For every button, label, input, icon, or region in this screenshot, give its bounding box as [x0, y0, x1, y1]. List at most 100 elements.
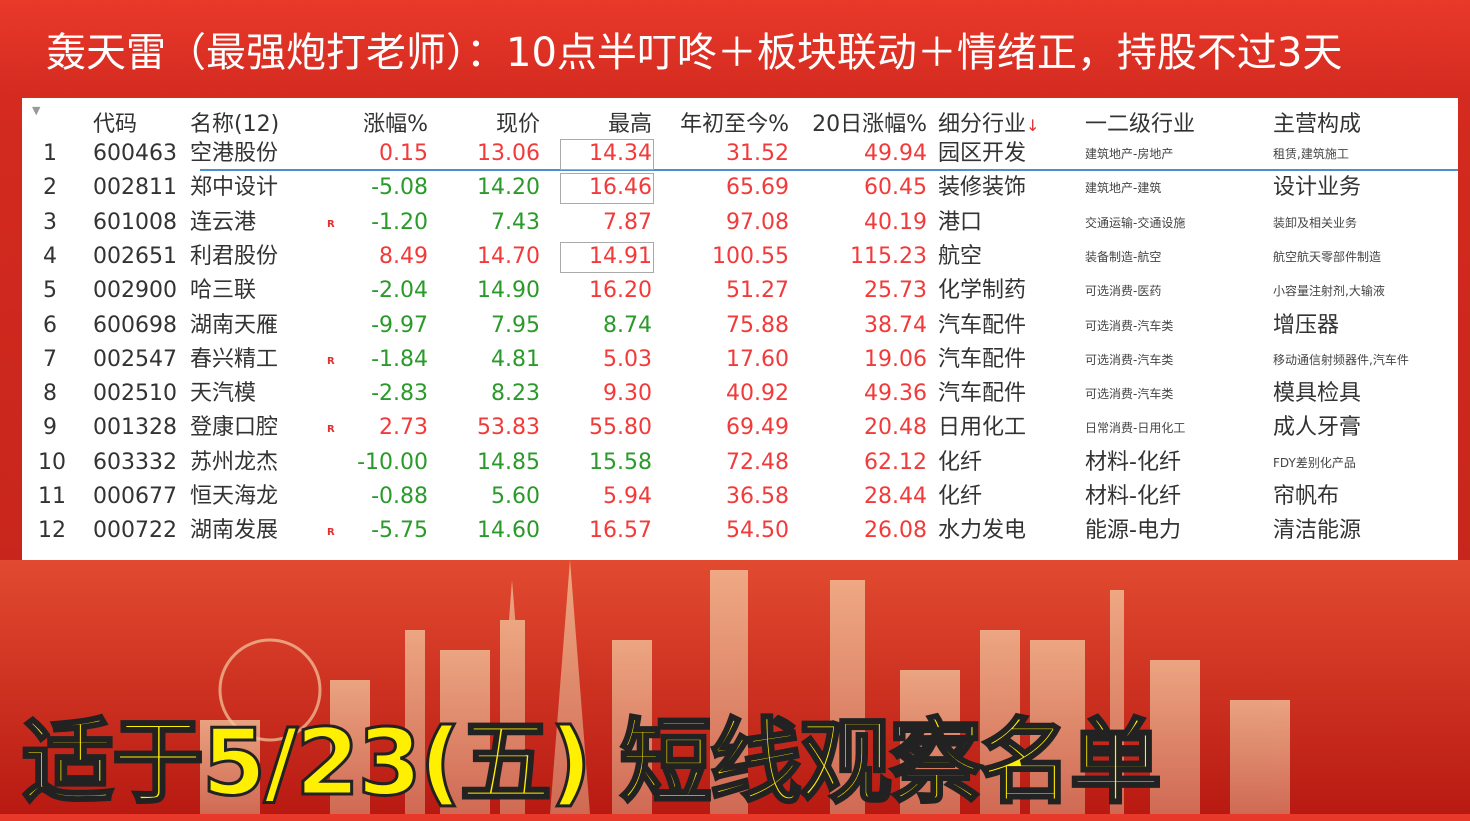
main-business: 装卸及相关业务 — [1273, 215, 1358, 230]
header-level[interactable]: 一二级行业 — [1085, 112, 1196, 137]
stock-code[interactable]: 001328 — [93, 415, 177, 441]
20d-change: 49.36 — [864, 381, 927, 407]
current-price: 8.23 — [491, 381, 540, 407]
row-index: 3 — [43, 209, 57, 235]
industry: 园区开发 — [938, 141, 1027, 166]
industry: 汽车配件 — [938, 381, 1027, 407]
20d-change: 19.06 — [864, 346, 927, 372]
header-business[interactable]: 主营构成 — [1273, 112, 1362, 137]
row-index: 7 — [43, 346, 57, 372]
stock-name[interactable]: 恒天海龙 — [190, 484, 279, 509]
stock-code[interactable]: 600463 — [93, 141, 177, 166]
stock-code[interactable]: 601008 — [93, 209, 177, 235]
industry-level: 装备制造-航空 — [1085, 249, 1162, 264]
header-price[interactable]: 现价 — [495, 112, 540, 137]
stock-code[interactable]: 000722 — [93, 518, 177, 544]
header-name[interactable]: 名称(12) — [190, 112, 280, 137]
stock-name[interactable]: 空港股份 — [190, 141, 279, 166]
change-pct: 2.73 — [379, 415, 428, 441]
high-price: 14.34 — [589, 141, 652, 166]
header-code[interactable]: 代码 — [93, 112, 138, 137]
stock-code[interactable]: 002900 — [93, 278, 177, 304]
current-price: 13.06 — [477, 141, 540, 166]
ytd-change: 54.50 — [726, 518, 789, 544]
stock-name[interactable]: 郑中设计 — [190, 175, 279, 201]
industry-level: 可选消费-医药 — [1085, 284, 1162, 299]
20d-change: 60.45 — [864, 175, 927, 201]
industry-level: 能源-电力 — [1085, 518, 1181, 544]
main-business: 租赁,建筑施工 — [1273, 147, 1349, 161]
20d-change: 49.94 — [864, 141, 927, 166]
stock-name[interactable]: 登康口腔 — [190, 415, 279, 441]
main-business: 成人牙膏 — [1273, 415, 1362, 441]
main-business: 增压器 — [1273, 312, 1340, 338]
stock-code[interactable]: 000677 — [93, 484, 177, 509]
change-pct: -9.97 — [371, 312, 428, 338]
main-business: 清洁能源 — [1273, 518, 1362, 544]
20d-change: 20.48 — [864, 415, 927, 441]
header-pct[interactable]: 涨幅% — [363, 112, 428, 137]
header-industry-label: 细分行业 — [938, 112, 1027, 137]
stock-name[interactable]: 哈三联 — [190, 278, 257, 304]
industry-level: 日常消费-日用化工 — [1085, 421, 1186, 436]
industry: 航空 — [938, 243, 983, 269]
stock-code[interactable]: 603332 — [93, 449, 177, 475]
high-cell-highlight — [560, 139, 654, 170]
row-index: 4 — [43, 243, 57, 269]
header-20d[interactable]: 20日涨幅% — [812, 112, 927, 137]
high-price: 9.30 — [603, 381, 652, 407]
main-business: FDY差别化产品 — [1273, 455, 1356, 470]
ytd-change: 75.88 — [726, 312, 789, 338]
20d-change: 28.44 — [864, 484, 927, 509]
sort-dropdown-icon[interactable]: ▼ — [32, 104, 41, 117]
current-price: 14.20 — [477, 175, 540, 201]
stock-name[interactable]: 苏州龙杰 — [190, 449, 279, 475]
stock-name[interactable]: 天汽模 — [190, 381, 257, 407]
stock-code[interactable]: 002651 — [93, 243, 177, 269]
row-index: 12 — [38, 518, 66, 544]
row-selection-line — [200, 169, 1458, 171]
stock-code[interactable]: 600698 — [93, 312, 177, 338]
change-pct: -5.08 — [371, 175, 428, 201]
industry: 化学制药 — [938, 278, 1027, 304]
stock-table: ▼ 代码 名称(12) 涨幅% 现价 最高 年初至今% 20日涨幅% 细分行业↓… — [22, 98, 1458, 560]
high-cell-highlight — [560, 241, 654, 273]
ytd-change: 17.60 — [726, 346, 789, 372]
row-index: 6 — [43, 312, 57, 338]
high-price: 16.20 — [589, 278, 652, 304]
high-price: 15.58 — [589, 449, 652, 475]
industry-level: 可选消费-汽车类 — [1085, 387, 1174, 402]
20d-change: 62.12 — [864, 449, 927, 475]
ytd-change: 31.52 — [726, 141, 789, 166]
current-price: 7.95 — [491, 312, 540, 338]
change-pct: 8.49 — [379, 243, 428, 269]
row-index: 1 — [43, 141, 57, 166]
banner-title: 适于5/23(五) 短线观察名单 — [21, 708, 1164, 818]
20d-change: 38.74 — [864, 312, 927, 338]
20d-change: 25.73 — [864, 278, 927, 304]
stock-code[interactable]: 002547 — [93, 346, 177, 372]
stock-name[interactable]: 湖南发展 — [190, 518, 279, 544]
city-skyline-background — [0, 560, 1470, 814]
industry-level: 可选消费-汽车类 — [1085, 318, 1174, 333]
main-business: 模具检具 — [1273, 381, 1362, 407]
stock-name[interactable]: 连云港 — [190, 209, 257, 235]
high-price: 14.91 — [589, 243, 652, 269]
header-industry[interactable]: 细分行业↓ — [938, 106, 1040, 137]
ytd-change: 40.92 — [726, 381, 789, 407]
header-ytd[interactable]: 年初至今% — [680, 112, 789, 137]
industry: 日用化工 — [938, 415, 1027, 441]
current-price: 14.90 — [477, 278, 540, 304]
sort-desc-icon: ↓ — [1026, 116, 1040, 135]
ytd-change: 97.08 — [726, 209, 789, 235]
stock-code[interactable]: 002811 — [93, 175, 177, 201]
high-price: 7.87 — [603, 209, 652, 235]
high-price: 16.46 — [589, 175, 652, 201]
main-business: 设计业务 — [1273, 175, 1362, 201]
stock-code[interactable]: 002510 — [93, 381, 177, 407]
stock-name[interactable]: 利君股份 — [190, 243, 279, 269]
stock-name[interactable]: 湖南天雁 — [190, 312, 279, 338]
stock-name[interactable]: 春兴精工 — [190, 346, 279, 372]
header-high[interactable]: 最高 — [607, 112, 652, 137]
high-cell-highlight — [560, 173, 654, 205]
